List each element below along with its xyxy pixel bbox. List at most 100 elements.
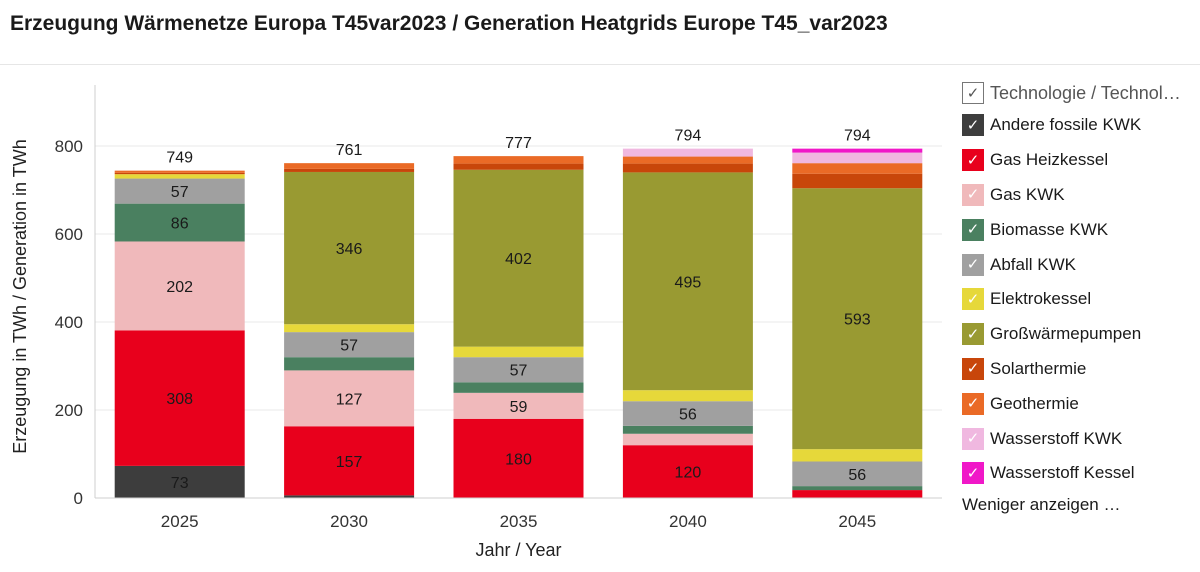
bar-segment[interactable]: [792, 173, 923, 189]
checkbox-icon[interactable]: ✓: [962, 149, 984, 172]
bar-segment[interactable]: [453, 418, 584, 498]
bar-total-label: 794: [675, 128, 702, 145]
segment-value-label: 346: [336, 241, 363, 258]
show-less-link[interactable]: Weniger anzeigen …: [962, 494, 1121, 514]
legend-item[interactable]: ✓ Gas Heizkessel: [962, 143, 1200, 178]
legend-item[interactable]: ✓ Biomasse KWK: [962, 212, 1200, 247]
bar-segment[interactable]: [453, 169, 584, 347]
bar-segment[interactable]: [114, 178, 245, 204]
legend-header[interactable]: ✓ Technologie / Technol…: [962, 78, 1200, 108]
bar-segment[interactable]: [792, 163, 923, 174]
bar-total-label: 761: [336, 142, 363, 159]
bar-segment[interactable]: [622, 445, 753, 498]
legend-item[interactable]: ✓ Geothermie: [962, 386, 1200, 421]
bar-total-label: 777: [505, 135, 532, 152]
y-axis-title: Erzeugung in TWh / Generation in TWh: [10, 139, 30, 454]
checkbox-icon[interactable]: ✓: [962, 288, 984, 311]
x-axis-title: Jahr / Year: [475, 540, 561, 560]
x-tick-label: 2045: [838, 512, 876, 531]
x-tick-label: 2035: [500, 512, 538, 531]
bar-segment[interactable]: [114, 172, 245, 175]
bar-segment[interactable]: [453, 163, 584, 170]
legend-label: Gas KWK: [990, 184, 1065, 204]
bar-segment[interactable]: [792, 449, 923, 462]
bar-segment[interactable]: [622, 172, 753, 391]
bar-segment[interactable]: [284, 495, 415, 498]
legend: ✓ Technologie / Technol… ✓ Andere fossile…: [962, 78, 1200, 515]
x-tick-label: 2025: [161, 512, 199, 531]
checkbox-icon[interactable]: ✓: [962, 82, 984, 104]
bar-segment[interactable]: [284, 426, 415, 496]
segment-value-label: 56: [848, 467, 866, 484]
bar-segment[interactable]: [622, 425, 753, 434]
bar-segment[interactable]: [622, 401, 753, 426]
bar-segment[interactable]: [284, 357, 415, 371]
legend-item[interactable]: ✓ Gas KWK: [962, 178, 1200, 213]
bar-segment[interactable]: [453, 346, 584, 358]
legend-item[interactable]: ✓ Wasserstoff KWK: [962, 421, 1200, 456]
bar-segment[interactable]: [792, 461, 923, 487]
segment-value-label: 57: [340, 338, 358, 355]
bar-segment[interactable]: [114, 174, 245, 179]
y-tick-label: 600: [55, 225, 83, 244]
legend-item[interactable]: ✓ Großwärmepumpen: [962, 317, 1200, 352]
segment-value-label: 57: [510, 363, 528, 380]
checkbox-icon[interactable]: ✓: [962, 323, 984, 346]
segment-value-label: 120: [675, 465, 702, 482]
bar-segment[interactable]: [792, 152, 923, 164]
stacked-bar-chart: 0 200 400 600 800 2025 2030 2035 2040 2045 Jahr / …: [10, 85, 942, 560]
bar-segment[interactable]: [284, 168, 415, 172]
segment-value-label: 86: [171, 216, 189, 233]
bar-segment[interactable]: [284, 171, 415, 325]
checkbox-icon[interactable]: ✓: [962, 392, 984, 415]
segment-value-label: 202: [166, 279, 193, 296]
checkbox-icon[interactable]: ✓: [962, 253, 984, 276]
bar-segment[interactable]: [114, 241, 245, 331]
bar-segment[interactable]: [453, 382, 584, 393]
bar-segment[interactable]: [114, 203, 245, 242]
x-tick-label: 2030: [330, 512, 368, 531]
bar-segment[interactable]: [792, 148, 923, 153]
bar-segment[interactable]: [622, 163, 753, 173]
legend-item[interactable]: ✓ Andere fossile KWK: [962, 108, 1200, 143]
x-tick-label: 2040: [669, 512, 707, 531]
bar-segment[interactable]: [114, 465, 245, 498]
legend-label: Geothermie: [990, 393, 1079, 413]
bar-segment[interactable]: [284, 332, 415, 358]
checkbox-icon[interactable]: ✓: [962, 114, 984, 137]
bar-segment[interactable]: [792, 490, 923, 498]
segment-value-label: 56: [679, 407, 697, 424]
bar-segment[interactable]: [284, 163, 415, 169]
bar-segment[interactable]: [792, 486, 923, 491]
legend-header-label: Technologie / Technol…: [990, 82, 1181, 103]
checkbox-icon[interactable]: ✓: [962, 218, 984, 241]
legend-item[interactable]: ✓ Abfall KWK: [962, 247, 1200, 282]
bar-total-label: 749: [166, 150, 193, 167]
bar-segment[interactable]: [453, 392, 584, 419]
segment-value-label: 59: [510, 399, 528, 416]
checkbox-icon[interactable]: ✓: [962, 183, 984, 206]
bar-segment[interactable]: [622, 390, 753, 402]
legend-item[interactable]: ✓ Elektrokessel: [962, 282, 1200, 317]
checkbox-icon[interactable]: ✓: [962, 427, 984, 450]
bar-segment[interactable]: [622, 156, 753, 164]
bar-segment[interactable]: [622, 148, 753, 157]
bar-segment[interactable]: [114, 170, 245, 173]
legend-item[interactable]: ✓ Solarthermie: [962, 352, 1200, 387]
bar-total-label: 794: [844, 128, 871, 145]
checkbox-icon[interactable]: ✓: [962, 357, 984, 380]
legend-item[interactable]: ✓ Wasserstoff Kessel: [962, 456, 1200, 491]
bar-segment[interactable]: [453, 357, 584, 383]
title-divider: [0, 64, 1200, 65]
segment-value-label: 127: [336, 391, 363, 408]
bar-segment[interactable]: [792, 188, 923, 450]
bar-segment[interactable]: [453, 156, 584, 164]
checkbox-icon[interactable]: ✓: [962, 462, 984, 485]
legend-label: Abfall KWK: [990, 254, 1076, 274]
bar-segment[interactable]: [622, 433, 753, 446]
bar-segment[interactable]: [284, 324, 415, 333]
segment-value-label: 402: [505, 251, 532, 268]
bar-segment[interactable]: [114, 330, 245, 466]
legend-label: Elektrokessel: [990, 289, 1092, 309]
bar-segment[interactable]: [284, 370, 415, 427]
